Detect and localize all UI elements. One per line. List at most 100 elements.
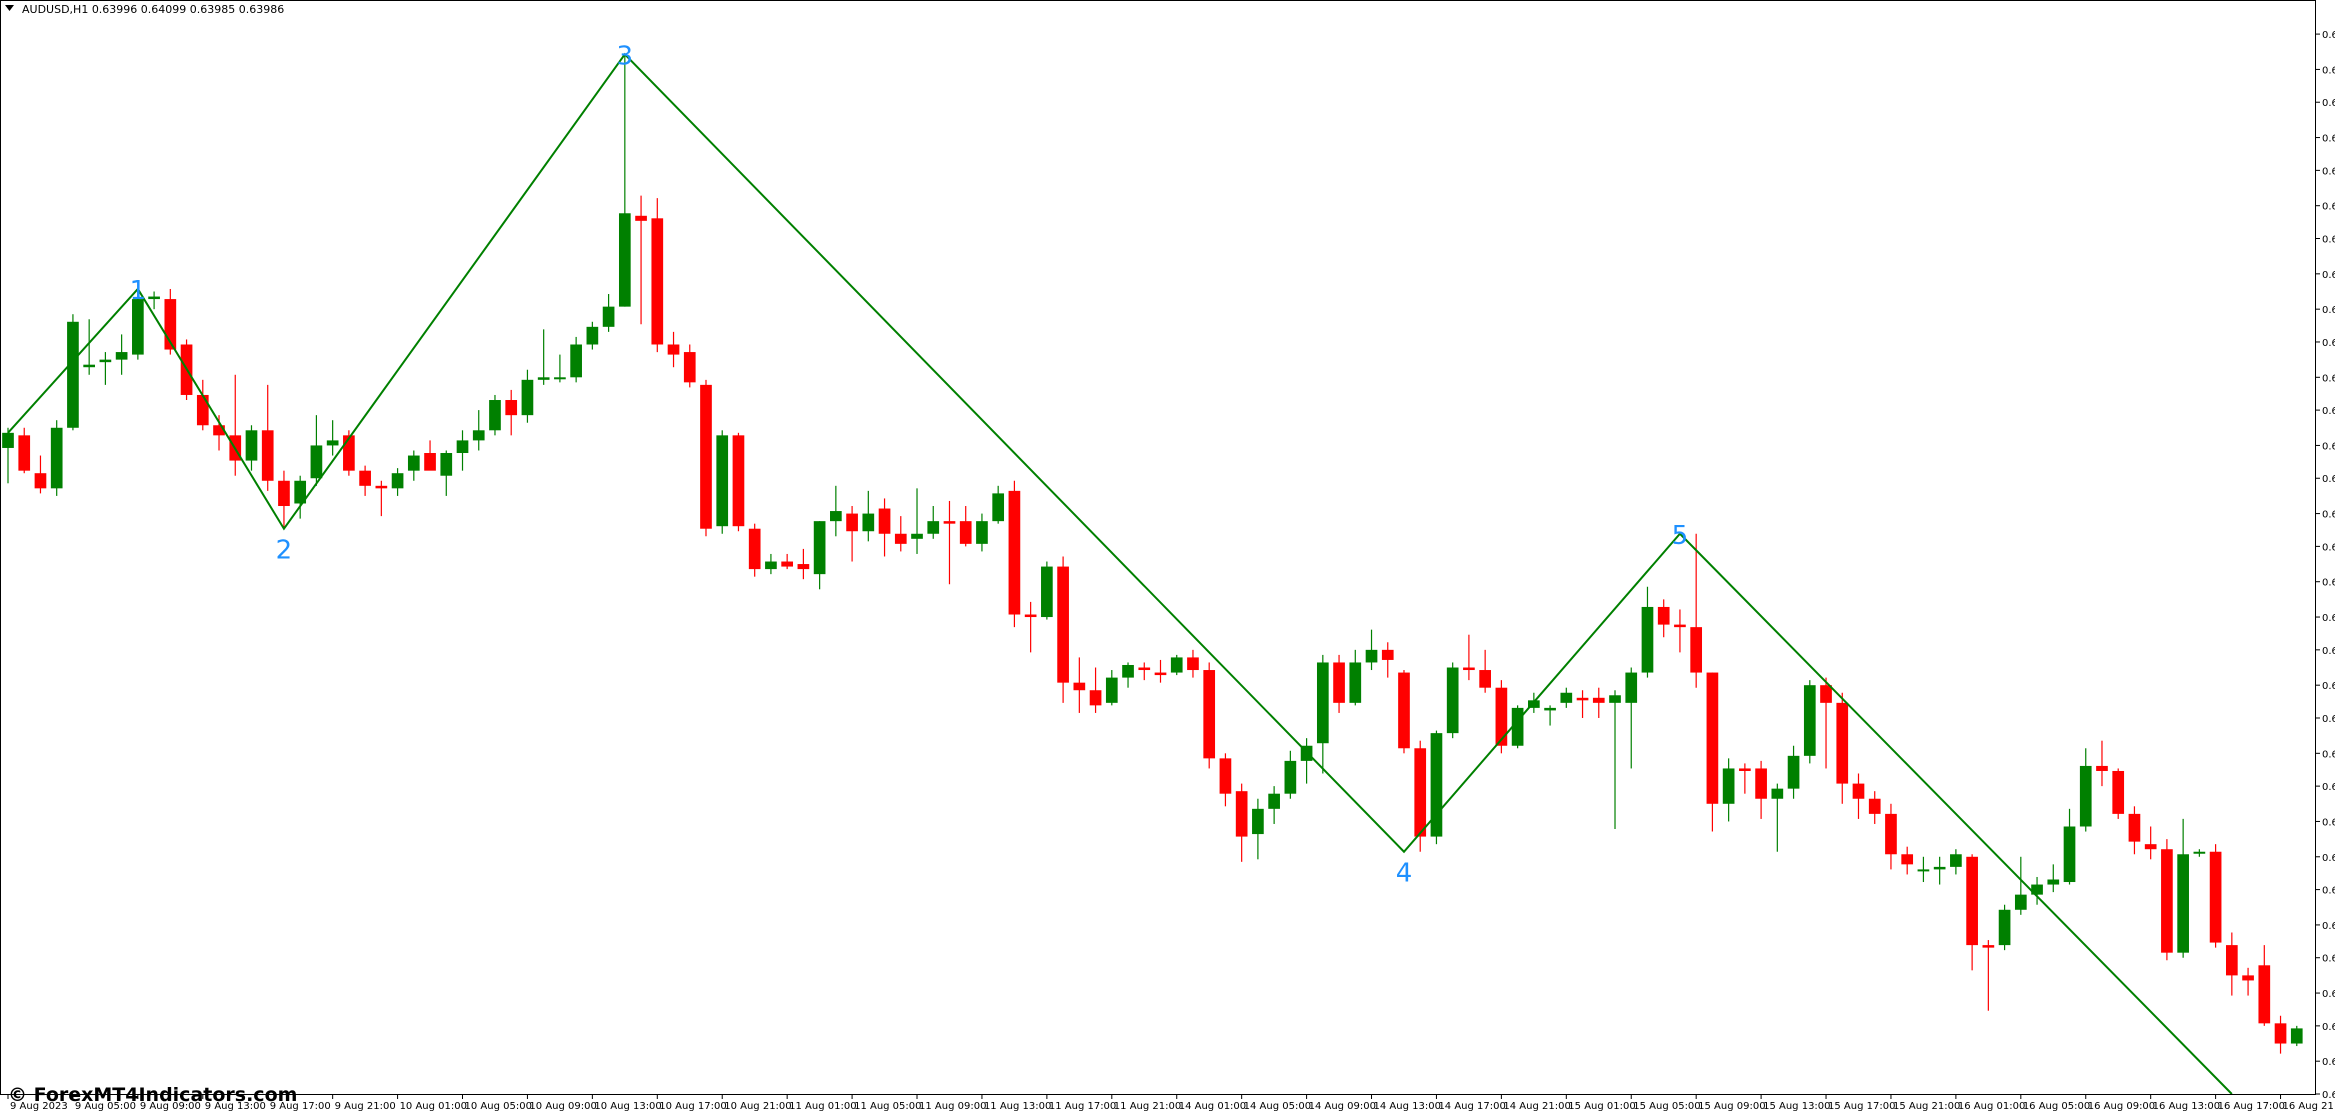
candle-body — [1089, 690, 1102, 706]
candle — [1041, 561, 1053, 620]
candle — [1105, 670, 1118, 706]
candle-body — [343, 435, 355, 471]
candle — [1820, 677, 1832, 769]
candle-body — [2096, 765, 2108, 771]
candle-body — [310, 445, 323, 479]
plot-frame — [0, 0, 2316, 1095]
candle — [1739, 763, 1751, 794]
candle-body — [1073, 682, 1086, 691]
candle-body — [878, 508, 891, 534]
candle — [1268, 786, 1280, 824]
candle-body — [472, 430, 485, 441]
candle-body — [213, 425, 225, 436]
price-tick-label: 0.64575 — [2322, 853, 2335, 864]
candle — [862, 490, 875, 542]
price-tick-label: 0.65595 — [2322, 338, 2335, 349]
candle-body — [1609, 695, 1621, 703]
candle-body — [115, 352, 128, 360]
candle — [537, 329, 550, 385]
time-tick-label: 9 Aug 05:00 — [75, 1101, 136, 1112]
candle-body — [716, 435, 729, 527]
candle — [1122, 662, 1134, 688]
candle — [781, 553, 793, 570]
time-tick-label: 9 Aug 17:00 — [270, 1101, 331, 1112]
candle — [943, 500, 956, 585]
candle — [732, 432, 745, 532]
candle — [2047, 864, 2060, 893]
candle — [294, 475, 307, 519]
candle — [2242, 967, 2254, 996]
candle — [1316, 654, 1329, 774]
candle-body — [1722, 768, 1735, 804]
candle — [683, 344, 696, 388]
candle — [1657, 599, 1670, 638]
candle-body — [245, 430, 258, 461]
candle-body — [1966, 856, 1978, 946]
time-tick-label: 10 Aug 01:00 — [400, 1101, 467, 1112]
candle-body — [1852, 783, 1865, 799]
time-tick-label: 16 Aug 21:00 — [2283, 1101, 2335, 1112]
candle-body — [1122, 664, 1134, 678]
price-tick-label: 0.65050 — [2322, 613, 2335, 624]
time-tick-label: 16 Aug 13:00 — [2153, 1101, 2220, 1112]
candle — [1057, 556, 1069, 703]
price-axis[interactable]: 0.66205 0.66135 0.66070 0.66000 0.65935 0.658… — [2315, 30, 2335, 1101]
candle — [1592, 687, 1605, 718]
candle — [50, 420, 63, 496]
candle — [1966, 854, 1978, 971]
candle — [83, 319, 96, 375]
candle-body — [1057, 566, 1069, 683]
candle — [1300, 738, 1313, 784]
time-tick-label: 14 Aug 21:00 — [1503, 1101, 1570, 1112]
candle-body — [570, 344, 582, 378]
candle-body — [1544, 707, 1556, 711]
candle — [846, 506, 858, 562]
candle-body — [521, 379, 534, 416]
price-tick-label: 0.66205 — [2322, 30, 2335, 41]
candle — [748, 523, 761, 577]
candle-body — [1138, 667, 1151, 671]
candle-body — [83, 364, 96, 368]
candle — [440, 450, 453, 496]
candle — [2193, 849, 2206, 857]
time-tick-label: 14 Aug 09:00 — [1309, 1101, 1376, 1112]
candle — [911, 488, 923, 554]
candle-body — [813, 521, 826, 575]
candle — [2177, 818, 2189, 958]
time-axis[interactable]: 9 Aug 2023 9 Aug 05:00 9 Aug 09:00 9 Aug 13… — [7, 1094, 2335, 1112]
candle — [554, 354, 566, 383]
candle — [2096, 740, 2108, 787]
candle — [1365, 629, 1378, 671]
candles-layer — [2, 54, 2303, 1054]
candle — [1446, 662, 1459, 739]
candle — [1690, 533, 1703, 688]
candle-body — [1982, 945, 1995, 948]
candle — [1706, 672, 1719, 832]
candle-body — [18, 435, 31, 471]
price-tick-label: 0.64985 — [2322, 646, 2335, 657]
candle-body — [911, 533, 923, 539]
candle — [2, 427, 14, 484]
candle-body — [1511, 707, 1524, 746]
candle — [1414, 740, 1427, 852]
candle-body — [2258, 965, 2271, 1024]
candle-body — [748, 528, 761, 570]
candle — [570, 336, 582, 383]
candle — [1674, 609, 1686, 653]
time-tick-label: 14 Aug 17:00 — [1438, 1101, 1505, 1112]
candle — [1252, 798, 1264, 860]
candle — [67, 314, 79, 431]
candle-body — [2225, 945, 2238, 976]
candle — [99, 352, 112, 385]
candle-body — [505, 400, 518, 416]
candle — [261, 384, 274, 491]
candle — [618, 54, 631, 307]
candle-body — [1625, 672, 1638, 703]
wave-label-3: 3 — [617, 41, 634, 71]
candle — [1544, 705, 1556, 726]
time-tick-label: 15 Aug 13:00 — [1763, 1101, 1830, 1112]
time-tick-label: 11 Aug 21:00 — [1114, 1101, 1181, 1112]
candle-body — [1414, 748, 1427, 837]
candle-body — [294, 480, 307, 504]
